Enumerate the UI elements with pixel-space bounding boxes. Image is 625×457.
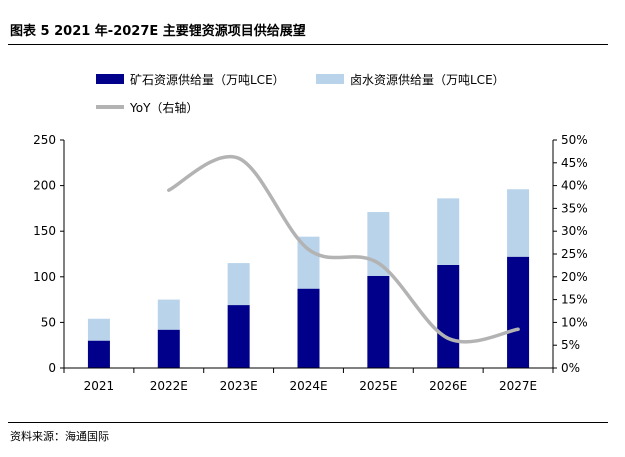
- bar-ore: [297, 288, 320, 368]
- y-right-tick-label: 30%: [561, 224, 588, 238]
- legend-label-brine: 卤水资源供给量（万吨LCE）: [350, 73, 505, 87]
- footer-divider: [8, 422, 608, 423]
- bar-ore: [87, 340, 110, 368]
- y-left-tick-label: 0: [48, 361, 56, 375]
- legend-label-ore: 矿石资源供给量（万吨LCE）: [130, 73, 285, 87]
- y-left-tick-label: 250: [33, 133, 56, 147]
- x-tick-label: 2026E: [429, 379, 467, 393]
- legend-swatch-brine: [316, 74, 344, 84]
- bar-brine: [507, 189, 530, 257]
- bar-ore: [227, 305, 250, 368]
- y-left-tick-label: 150: [33, 224, 56, 238]
- x-tick-label: 2025E: [359, 379, 397, 393]
- bar-ore: [437, 264, 460, 368]
- y-left-tick-label: 100: [33, 270, 56, 284]
- bar-brine: [227, 263, 250, 306]
- bar-ore: [367, 275, 390, 368]
- y-right-tick-label: 40%: [561, 179, 588, 193]
- bar-ore: [507, 256, 530, 368]
- y-right-tick-label: 35%: [561, 201, 588, 215]
- yoy-line: [167, 154, 520, 344]
- bar-brine: [297, 236, 320, 289]
- y-right-tick-label: 10%: [561, 315, 588, 329]
- x-tick-label: 2021: [84, 379, 115, 393]
- chart-title: 图表 5 2021 年-2027E 主要锂资源项目供给展望: [10, 24, 306, 39]
- x-tick-label: 2027E: [499, 379, 537, 393]
- y-right-tick-label: 25%: [561, 247, 588, 261]
- title-divider: [8, 44, 608, 45]
- source-note: 资料来源：海通国际: [10, 430, 109, 443]
- y-right-tick-label: 0%: [561, 361, 580, 375]
- bar-brine: [367, 212, 390, 276]
- bar-brine: [437, 198, 460, 265]
- legend: 矿石资源供给量（万吨LCE） 卤水资源供给量（万吨LCE） YoY（右轴）: [96, 73, 505, 115]
- bar-ore: [157, 329, 180, 368]
- x-tick-label: 2024E: [289, 379, 327, 393]
- y-left-tick-label: 200: [33, 179, 56, 193]
- y-left-tick-label: 50: [41, 315, 56, 329]
- x-tick-label: 2022E: [150, 379, 188, 393]
- bar-brine: [87, 318, 110, 341]
- bar-brine: [157, 299, 180, 330]
- y-right-tick-label: 45%: [561, 156, 588, 170]
- legend-swatch-ore: [96, 74, 124, 84]
- y-right-tick-label: 15%: [561, 293, 588, 307]
- y-right-tick-label: 20%: [561, 270, 588, 284]
- legend-label-yoy: YoY（右轴）: [129, 100, 198, 115]
- x-tick-label: 2023E: [220, 379, 258, 393]
- y-right-tick-label: 5%: [561, 338, 580, 352]
- y-right-tick-label: 50%: [561, 133, 588, 147]
